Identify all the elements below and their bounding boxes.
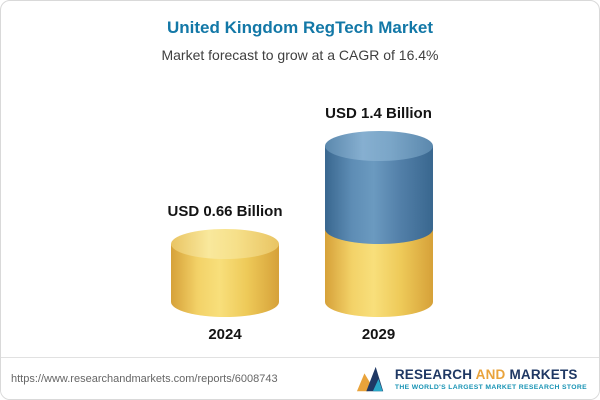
year-label-2024: 2024 bbox=[208, 326, 242, 343]
research-and-markets-logo-mark-icon bbox=[356, 366, 383, 391]
chart-subtitle: Market forecast to grow at a CAGR of 16.… bbox=[161, 47, 439, 63]
cylinder-growth-segment bbox=[324, 146, 433, 245]
chart-header: United Kingdom RegTech Market Market for… bbox=[1, 1, 599, 63]
cylinder-top-face bbox=[171, 229, 279, 260]
plot-area: USD 0.66 Billion 2024 USD 1.4 Billion 20… bbox=[1, 63, 599, 357]
value-label-2029: USD 1.4 Billion bbox=[325, 105, 432, 122]
cylinder-2024 bbox=[171, 229, 279, 317]
research-and-markets-logo: RESEARCH AND MARKETS THE WORLD'S LARGEST… bbox=[354, 364, 587, 394]
logo-word-research: RESEARCH bbox=[394, 366, 473, 382]
logo-text-block: RESEARCH AND MARKETS THE WORLD'S LARGEST… bbox=[395, 367, 587, 391]
bar-group-2029: USD 1.4 Billion 2029 bbox=[324, 105, 433, 343]
logo-wordmark: RESEARCH AND MARKETS bbox=[395, 367, 587, 382]
logo-word-and: AND bbox=[475, 366, 506, 382]
bar-group-2024: USD 0.66 Billion 2024 bbox=[167, 203, 282, 343]
logo-word-markets: MARKETS bbox=[509, 366, 578, 382]
footer: https://www.researchandmarkets.com/repor… bbox=[1, 358, 599, 399]
chart-title: United Kingdom RegTech Market bbox=[166, 18, 434, 37]
value-label-2024: USD 0.66 Billion bbox=[167, 203, 283, 221]
source-url: https://www.researchandmarkets.com/repor… bbox=[11, 372, 278, 385]
footer-divider bbox=[1, 357, 599, 358]
year-label-2029: 2029 bbox=[361, 326, 396, 343]
cylinder-top-face bbox=[324, 131, 433, 161]
logo-tagline: THE WORLD'S LARGEST MARKET RESEARCH STOR… bbox=[394, 383, 587, 391]
cylinder-2029 bbox=[324, 131, 433, 317]
